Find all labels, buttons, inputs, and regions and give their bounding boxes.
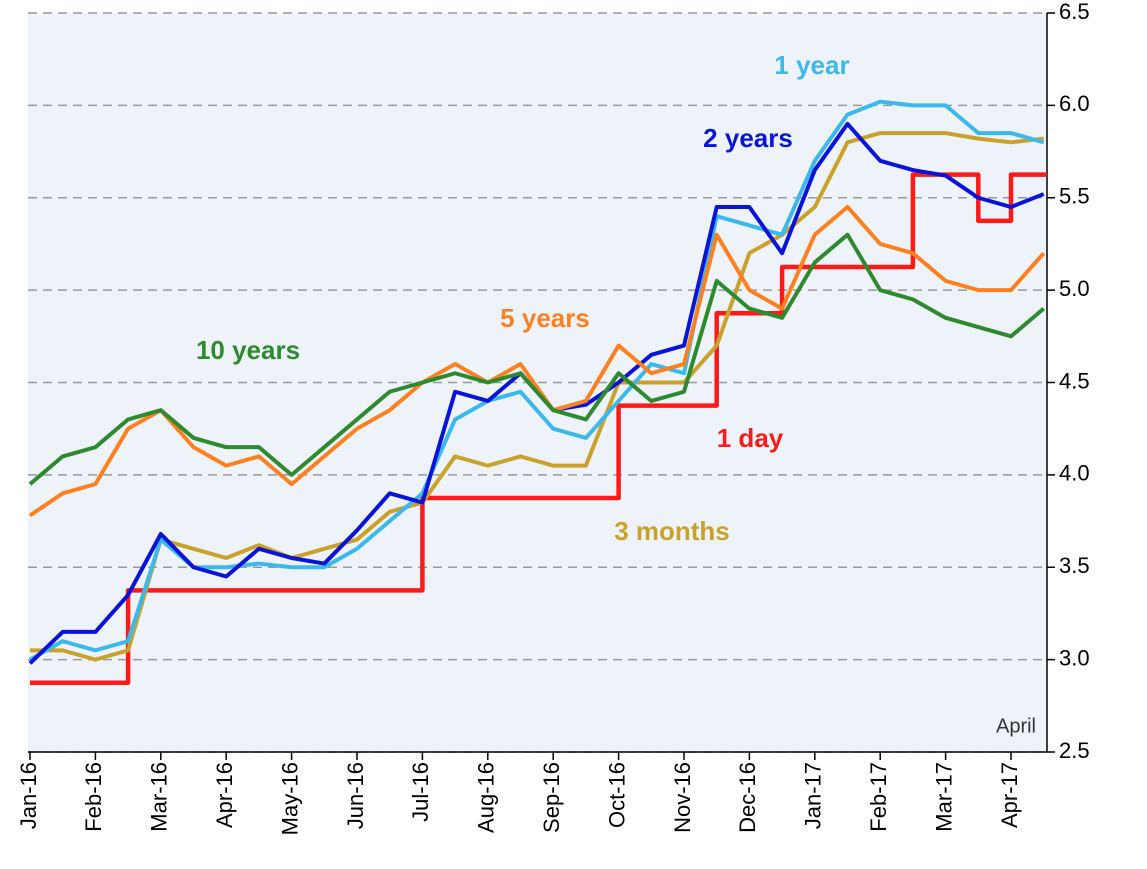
y-tick-label: 4.5 (1059, 368, 1090, 393)
x-tick-label: Dec-16 (735, 762, 760, 833)
y-tick-label: 5.5 (1059, 184, 1090, 209)
series-line (28, 232, 1045, 486)
series-line (28, 204, 1046, 518)
y-tick-label: 2.5 (1059, 738, 1090, 763)
series-label: 1 year (774, 50, 849, 80)
y-tick-label: 3.0 (1059, 645, 1090, 670)
y-tick-label: 6.5 (1059, 0, 1090, 24)
x-tick-label: Mar-17 (931, 762, 956, 832)
x-tick-label: Jan-16 (16, 762, 41, 829)
x-tick-label: Feb-17 (866, 762, 891, 832)
series-label: 5 years (500, 303, 590, 333)
y-tick-label: 5.0 (1059, 276, 1090, 301)
series-label: 3 months (614, 516, 730, 546)
x-tick-label: Mar-16 (147, 762, 172, 832)
x-tick-label: Apr-17 (997, 762, 1022, 828)
x-tick-label: Nov-16 (670, 762, 695, 833)
series-label: 10 years (196, 335, 300, 365)
y-tick-label: 4.0 (1059, 461, 1090, 486)
series-line (30, 131, 1044, 662)
x-tick-label: Feb-16 (81, 762, 106, 832)
annotation: April (996, 715, 1036, 737)
y-tick-label: 3.5 (1059, 553, 1090, 578)
series-line (30, 172, 1047, 685)
x-tick-label: Aug-16 (474, 762, 499, 833)
x-tick-label: May-16 (277, 762, 302, 835)
series-label: 1 day (717, 423, 784, 453)
y-tick-label: 6.0 (1059, 91, 1090, 116)
x-tick-label: Sep-16 (539, 762, 564, 833)
x-tick-label: Jul-16 (408, 762, 433, 822)
x-tick-label: Oct-16 (604, 762, 629, 828)
x-tick-label: Jun-16 (343, 762, 368, 829)
series-label: 2 years (703, 123, 793, 153)
x-tick-label: Apr-16 (212, 762, 237, 828)
x-tick-label: Jan-17 (801, 762, 826, 829)
